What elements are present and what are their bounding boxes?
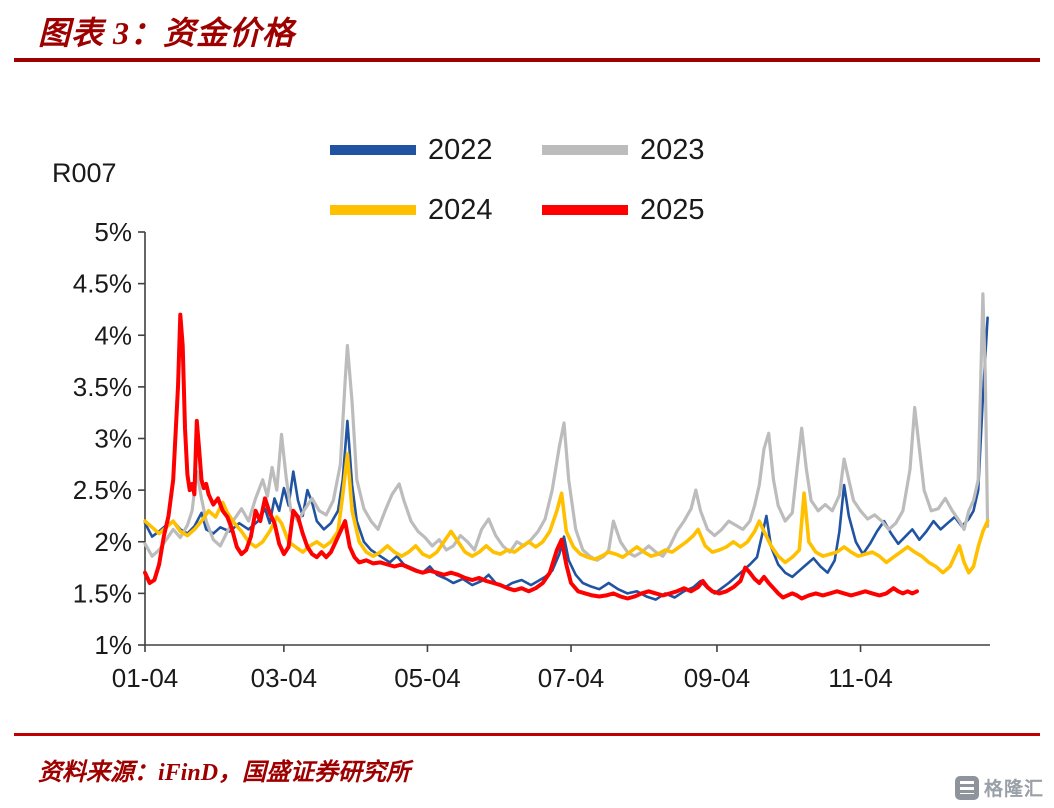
legend-item-2023: 2023 xyxy=(542,133,708,167)
legend-swatch-2022 xyxy=(330,145,416,155)
x-tick-label: 11-04 xyxy=(828,663,893,693)
legend-row-2: 2024 2025 xyxy=(330,193,708,227)
legend-item-2025: 2025 xyxy=(542,193,708,227)
y-tick-label: 2% xyxy=(94,527,132,557)
legend-label-2023: 2023 xyxy=(640,134,705,166)
gelonghui-logo-text: 格隆汇 xyxy=(983,779,1044,800)
series-2023-line xyxy=(143,292,990,562)
gelonghui-logo: 格隆汇 xyxy=(954,774,1044,801)
x-tick-label: 09-04 xyxy=(684,663,751,693)
y-tick-label: 1.5% xyxy=(73,578,132,608)
y-tick-label: 4% xyxy=(94,320,132,350)
legend-swatch-2025 xyxy=(542,205,628,215)
y-tick-label: 3% xyxy=(94,424,132,454)
y-tick-label: 1% xyxy=(94,630,132,660)
legend-row-1: 2022 2023 xyxy=(330,133,708,167)
x-tick-label: 03-04 xyxy=(251,663,318,693)
x-tick-label: 07-04 xyxy=(538,663,605,693)
legend-label-2022: 2022 xyxy=(428,134,493,166)
series-2025-line xyxy=(143,312,919,601)
legend-swatch-2024 xyxy=(330,205,416,215)
gelonghui-icon xyxy=(954,775,979,800)
y-tick-label: 3.5% xyxy=(73,372,132,402)
legend-item-2024: 2024 xyxy=(330,193,496,227)
figure-title: 图表 3：资金价格 xyxy=(38,15,296,51)
source-note: 资料来源：iFinD，国盛证券研究所 xyxy=(38,760,411,786)
y-tick-label: 5% xyxy=(94,217,132,247)
series-2022-line xyxy=(143,316,989,601)
chart-legend: 2022 2023 2024 2025 xyxy=(330,133,708,227)
title-divider xyxy=(14,58,1040,62)
footer-divider xyxy=(14,733,1040,736)
legend-item-2022: 2022 xyxy=(330,133,496,167)
legend-label-2024: 2024 xyxy=(428,194,493,226)
legend-swatch-2023 xyxy=(542,145,628,155)
legend-label-2025: 2025 xyxy=(640,194,705,226)
x-tick-label: 01-04 xyxy=(112,663,179,693)
x-tick-label: 05-04 xyxy=(394,663,461,693)
y-axis-title: R007 xyxy=(52,158,117,188)
y-tick-label: 4.5% xyxy=(73,269,132,299)
y-tick-label: 2.5% xyxy=(73,475,132,505)
